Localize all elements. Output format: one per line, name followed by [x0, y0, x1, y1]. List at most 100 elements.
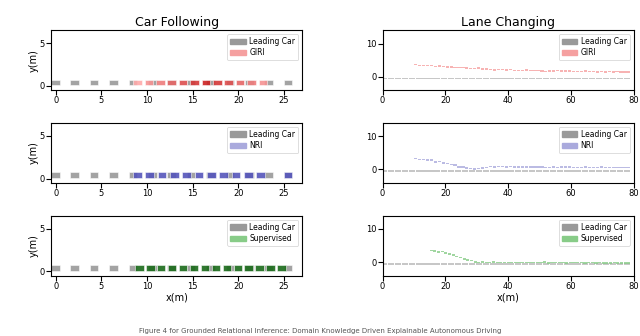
Bar: [572, 262, 575, 263]
Bar: [437, 170, 440, 172]
Bar: [465, 68, 468, 69]
Bar: [564, 166, 567, 168]
Bar: [536, 166, 540, 168]
X-axis label: x(m): x(m): [165, 292, 188, 302]
Bar: [599, 263, 602, 265]
Bar: [454, 170, 458, 172]
Bar: [554, 262, 557, 263]
Bar: [571, 170, 574, 172]
Bar: [402, 170, 405, 172]
Bar: [545, 71, 547, 72]
Bar: [168, 172, 176, 178]
Bar: [187, 172, 195, 178]
Bar: [245, 80, 253, 85]
Bar: [522, 263, 525, 265]
Bar: [459, 257, 462, 258]
Bar: [438, 161, 441, 162]
Bar: [557, 170, 560, 172]
Bar: [445, 66, 449, 68]
Bar: [613, 263, 616, 265]
Bar: [429, 65, 433, 67]
Bar: [461, 263, 465, 265]
Bar: [264, 265, 273, 270]
Bar: [395, 78, 398, 79]
Bar: [430, 170, 433, 172]
Bar: [504, 78, 507, 79]
Bar: [598, 262, 601, 263]
Bar: [391, 263, 394, 265]
Bar: [613, 78, 616, 79]
Bar: [588, 71, 591, 72]
Bar: [458, 78, 461, 79]
Bar: [109, 265, 118, 270]
Bar: [264, 172, 273, 178]
Bar: [485, 68, 488, 70]
Bar: [558, 262, 561, 263]
Bar: [584, 166, 587, 168]
Bar: [592, 71, 595, 72]
Bar: [556, 70, 559, 72]
Bar: [611, 167, 614, 168]
Bar: [547, 78, 549, 79]
Bar: [486, 170, 490, 172]
Bar: [540, 166, 543, 168]
Bar: [433, 170, 436, 172]
Bar: [584, 70, 587, 72]
Bar: [508, 170, 511, 172]
X-axis label: x(m): x(m): [497, 292, 520, 302]
Title: Lane Changing: Lane Changing: [461, 16, 555, 29]
Bar: [477, 262, 481, 263]
Bar: [536, 78, 539, 79]
Bar: [419, 263, 422, 265]
Bar: [458, 166, 461, 168]
Bar: [388, 78, 391, 79]
Bar: [603, 263, 606, 265]
Bar: [458, 263, 461, 265]
Bar: [467, 259, 469, 260]
Legend: Leading Car, NRI: Leading Car, NRI: [227, 127, 298, 153]
Bar: [189, 265, 198, 270]
Bar: [402, 78, 405, 79]
Bar: [592, 170, 595, 172]
Bar: [525, 166, 528, 168]
Bar: [465, 78, 468, 79]
Bar: [568, 166, 571, 168]
Bar: [187, 265, 195, 270]
Bar: [529, 263, 532, 265]
Bar: [504, 170, 507, 172]
Bar: [433, 78, 436, 79]
Bar: [610, 170, 613, 172]
Bar: [440, 170, 444, 172]
Bar: [468, 78, 472, 79]
Bar: [452, 254, 455, 256]
Bar: [582, 170, 585, 172]
Bar: [532, 170, 535, 172]
Bar: [561, 78, 563, 79]
Bar: [244, 265, 253, 270]
Legend: Leading Car, Supervised: Leading Car, Supervised: [559, 219, 630, 246]
Bar: [419, 78, 422, 79]
Bar: [277, 265, 286, 270]
Bar: [489, 166, 492, 167]
Bar: [592, 78, 595, 79]
Bar: [585, 170, 588, 172]
Bar: [552, 166, 556, 168]
Bar: [580, 167, 583, 168]
Bar: [599, 170, 602, 172]
Bar: [168, 80, 176, 85]
Bar: [600, 166, 603, 168]
Bar: [168, 265, 177, 270]
Bar: [447, 170, 451, 172]
Bar: [518, 78, 521, 79]
Bar: [416, 263, 419, 265]
Bar: [477, 168, 480, 169]
Bar: [187, 80, 195, 85]
Bar: [414, 64, 417, 66]
Bar: [604, 71, 607, 73]
Bar: [576, 167, 579, 168]
Bar: [564, 71, 567, 72]
Bar: [170, 172, 179, 178]
Bar: [529, 70, 532, 71]
Bar: [587, 262, 590, 263]
Bar: [433, 263, 436, 265]
